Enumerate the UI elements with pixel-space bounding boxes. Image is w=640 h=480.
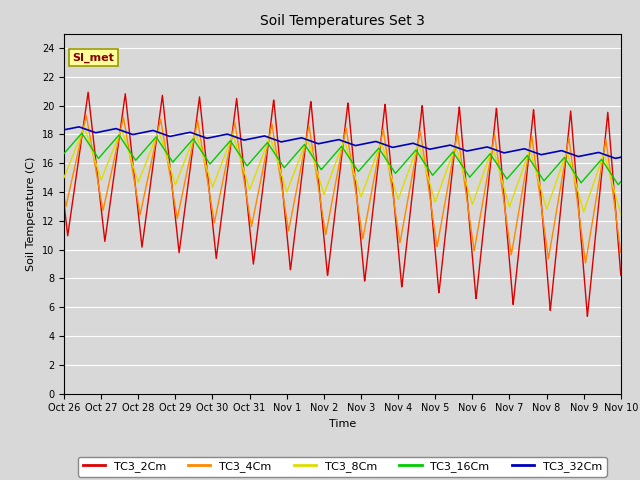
Y-axis label: Soil Temperature (C): Soil Temperature (C) xyxy=(26,156,36,271)
Text: SI_met: SI_met xyxy=(72,53,114,63)
Legend: TC3_2Cm, TC3_4Cm, TC3_8Cm, TC3_16Cm, TC3_32Cm: TC3_2Cm, TC3_4Cm, TC3_8Cm, TC3_16Cm, TC3… xyxy=(78,457,607,477)
Title: Soil Temperatures Set 3: Soil Temperatures Set 3 xyxy=(260,14,425,28)
X-axis label: Time: Time xyxy=(329,419,356,429)
